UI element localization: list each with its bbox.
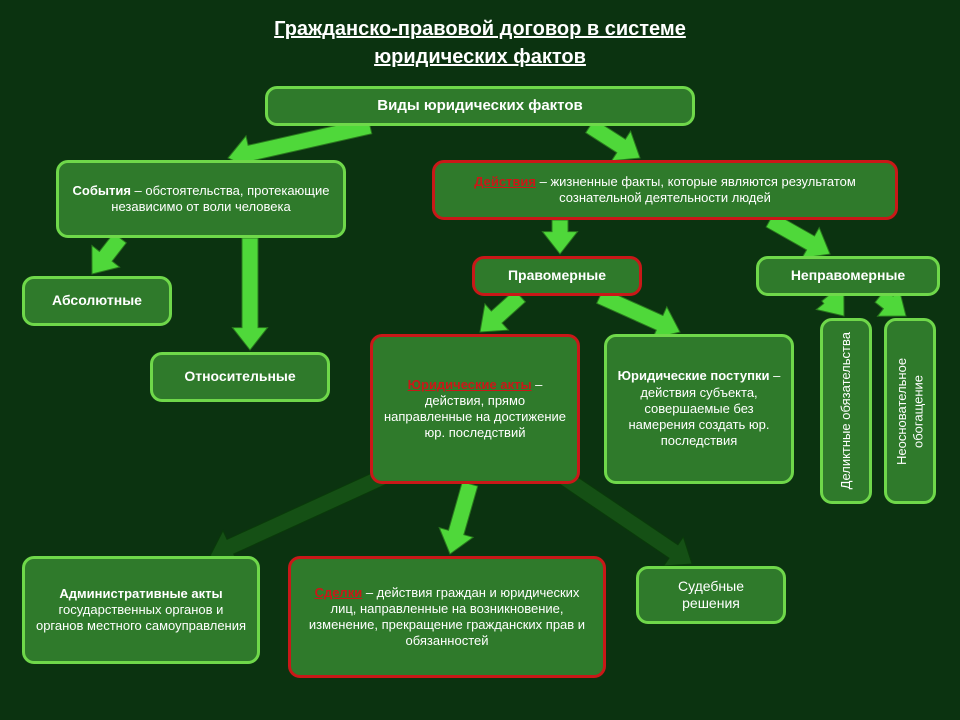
arrow-7 xyxy=(597,289,680,339)
node-actions: Действия – жизненные факты, которые явля… xyxy=(432,160,898,220)
node-jur_deeds: Юридические поступки – действия субъекта… xyxy=(604,334,794,484)
title-line1: Гражданско-правовой договор в системе xyxy=(0,18,960,41)
arrow-2 xyxy=(92,233,126,274)
node-jur_acts: Юридические акты – действия, прямо напра… xyxy=(370,334,580,484)
node-lawful: Правомерные xyxy=(472,256,642,296)
arrow-4 xyxy=(542,220,577,254)
arrow-6 xyxy=(480,290,525,332)
node-absolute: Абсолютные xyxy=(22,276,172,326)
node-root: Виды юридических фактов xyxy=(265,86,695,126)
arrow-3 xyxy=(232,238,267,350)
node-admin: Административные акты государственных ор… xyxy=(22,556,260,664)
node-delict: Деликтные обязательства xyxy=(820,318,872,504)
node-relative: Относительные xyxy=(150,352,330,402)
title-line2: юридических фактов xyxy=(0,46,960,69)
node-deals: Сделки – действия граждан и юридических … xyxy=(288,556,606,678)
node-court: Судебные решения xyxy=(636,566,786,624)
arrow-11 xyxy=(439,482,478,554)
node-unlawful: Неправомерные xyxy=(756,256,940,296)
node-enrich: Неосновательное обогащение xyxy=(884,318,936,504)
node-events: События – обстоятельства, протекающие не… xyxy=(56,160,346,238)
